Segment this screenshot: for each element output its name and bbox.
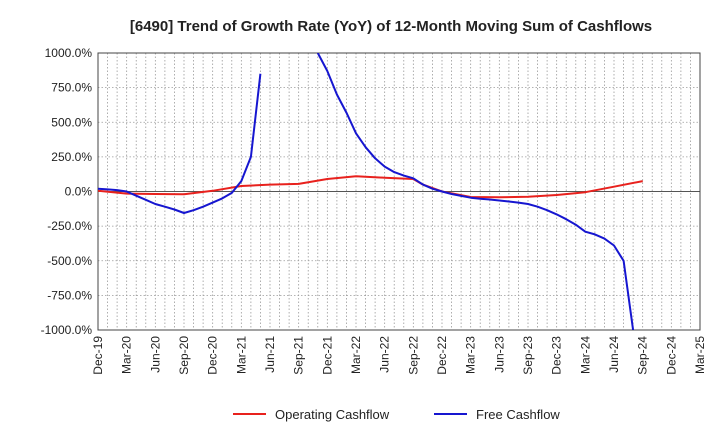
x-tick-label: Jun-23 (492, 336, 506, 373)
x-tick-label: Sep-21 (292, 336, 306, 375)
legend-label: Free Cashflow (476, 407, 560, 422)
x-tick-label: Mar-20 (120, 336, 134, 374)
x-tick-label: Dec-19 (91, 336, 105, 375)
axis-layer: 1000.0% 750.0% 500.0% 250.0% 0.0% -250.0% -500… (41, 46, 707, 375)
grid-layer (97, 52, 701, 331)
x-tick-label: Jun-20 (148, 336, 162, 373)
x-tick-label: Mar-24 (578, 336, 592, 374)
x-tick-label: Sep-20 (177, 336, 191, 375)
series-layer (98, 53, 643, 330)
x-tick-label: Dec-20 (206, 336, 220, 375)
y-tick-label: 750.0% (51, 81, 92, 95)
x-tick-label: Sep-22 (406, 336, 420, 375)
x-tick-label: Dec-21 (320, 336, 334, 375)
series-line-free-cashflow (316, 53, 635, 330)
y-tick-label: -250.0% (47, 219, 92, 233)
y-tick-label: -750.0% (47, 288, 92, 302)
y-tick-label: 250.0% (51, 150, 92, 164)
x-tick-label: Mar-22 (349, 336, 363, 374)
x-tick-label: Dec-23 (550, 336, 564, 375)
x-tick-label: Dec-22 (435, 336, 449, 375)
x-tick-label: Jun-21 (263, 336, 277, 373)
x-tick-label: Sep-23 (521, 336, 535, 375)
chart-title: [6490] Trend of Growth Rate (YoY) of 12-… (130, 18, 652, 35)
series-line-free-cashflow (98, 73, 262, 214)
y-tick-label: -1000.0% (41, 323, 93, 337)
y-tick-label: 1000.0% (45, 46, 93, 60)
x-tick-label: Mar-25 (693, 336, 707, 374)
y-tick-label: 0.0% (65, 185, 93, 199)
x-tick-label: Dec-24 (664, 336, 678, 375)
x-tick-label: Sep-24 (636, 336, 650, 375)
y-tick-label: -500.0% (47, 254, 92, 268)
x-tick-label: Mar-23 (464, 336, 478, 374)
legend-label: Operating Cashflow (275, 407, 390, 422)
x-tick-label: Jun-24 (607, 336, 621, 373)
x-tick-label: Jun-22 (378, 336, 392, 373)
legend: Operating Cashflow Free Cashflow (233, 407, 560, 422)
series-line-operating-cashflow (98, 175, 643, 199)
y-tick-label: 500.0% (51, 115, 92, 129)
x-tick-label: Mar-21 (234, 336, 248, 374)
